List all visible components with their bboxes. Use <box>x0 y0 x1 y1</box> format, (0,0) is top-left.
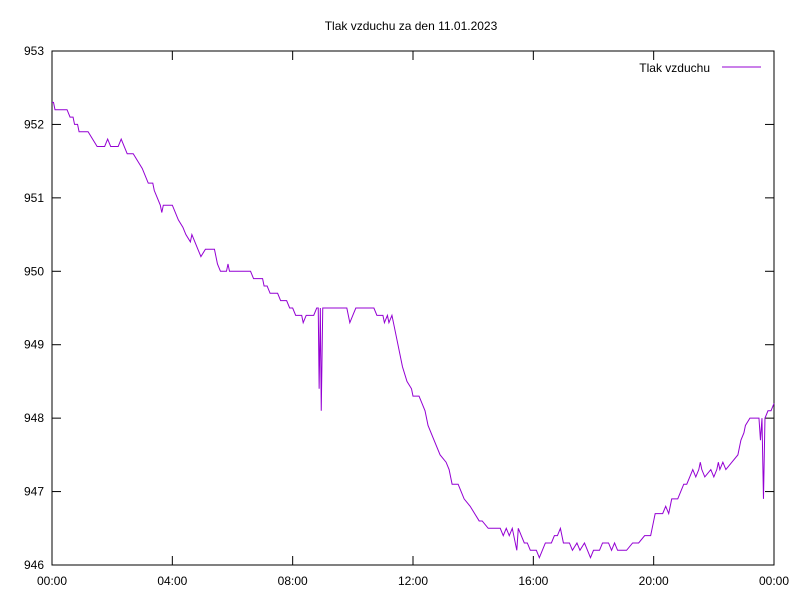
x-tick-label: 16:00 <box>518 574 548 588</box>
x-tick-label: 08:00 <box>278 574 308 588</box>
y-tick-label: 948 <box>24 411 44 425</box>
series-line-tlak-vzduchu <box>52 101 775 559</box>
y-tick-label: 951 <box>24 191 44 205</box>
y-axis-ticks: 946 947 948 949 950 951 952 953 <box>24 44 774 572</box>
y-tick-label: 947 <box>24 485 44 499</box>
legend-label: Tlak vzduchu <box>639 61 710 75</box>
y-tick-label: 953 <box>24 44 44 58</box>
legend: Tlak vzduchu <box>639 61 761 75</box>
y-tick-label: 950 <box>24 264 44 278</box>
x-tick-label: 04:00 <box>157 574 187 588</box>
y-tick-label: 949 <box>24 338 44 352</box>
series-group <box>52 101 775 559</box>
y-tick-label: 946 <box>24 558 44 572</box>
chart-title: Tlak vzduchu za den 11.01.2023 <box>325 19 498 33</box>
x-tick-label: 00:00 <box>37 574 67 588</box>
plot-frame <box>51 50 775 566</box>
y-tick-label: 952 <box>24 117 44 131</box>
x-tick-label: 20:00 <box>639 574 669 588</box>
x-axis-ticks: 00:00 04:00 08:00 12:00 16:00 20:00 00:00 <box>37 51 789 588</box>
x-tick-label: 12:00 <box>398 574 428 588</box>
x-tick-label: 00:00 <box>759 574 789 588</box>
